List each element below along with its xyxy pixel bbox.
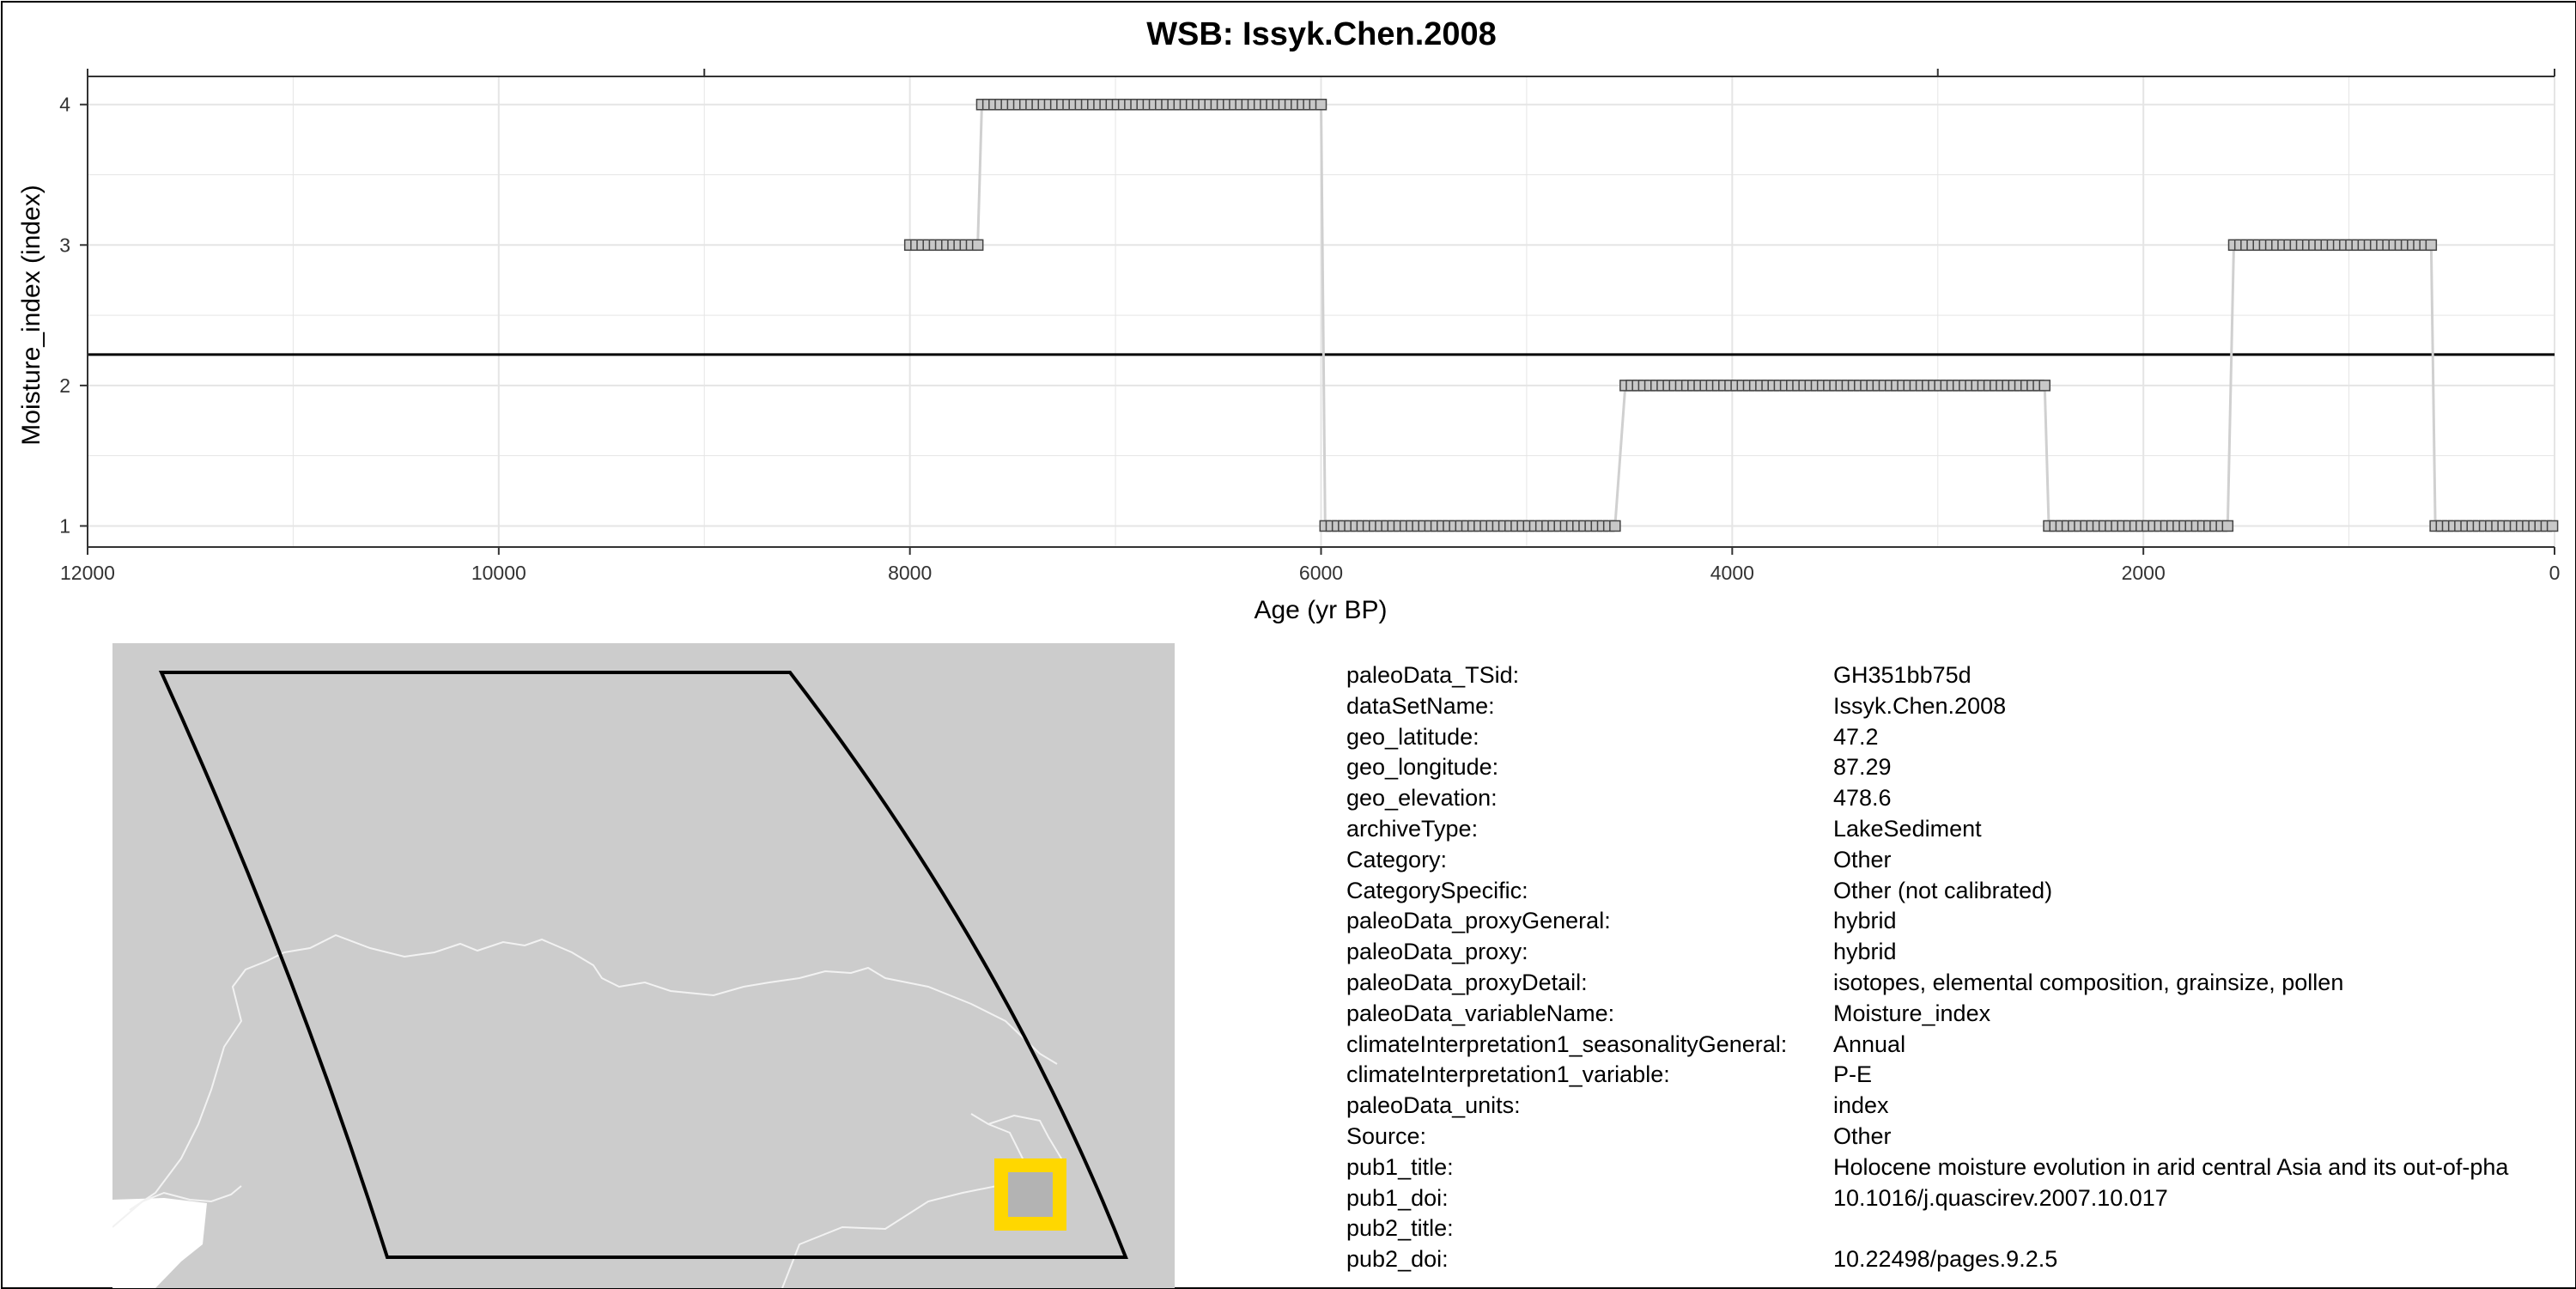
data-point: [2221, 520, 2234, 532]
metadata-value: Issyk.Chen.2008: [1833, 692, 2007, 719]
x-tick-label: 12000: [60, 562, 115, 584]
metadata-value: P-E: [1833, 1061, 1873, 1088]
metadata-value: GH351bb75d: [1833, 662, 1971, 688]
grid: [87, 76, 2555, 547]
x-tick-label: 8000: [888, 562, 932, 584]
metadata-key: paleoData_variableName:: [1346, 1000, 1615, 1026]
metadata-value: 478.6: [1833, 785, 1892, 812]
data-point: [1609, 520, 1621, 532]
metadata-key: Source:: [1346, 1123, 1427, 1149]
metadata-key: dataSetName:: [1346, 692, 1495, 719]
metadata-value: Holocene moisture evolution in arid cent…: [1833, 1153, 2509, 1180]
metadata-value: 47.2: [1833, 723, 1879, 750]
metadata-key: paleoData_proxy:: [1346, 939, 1528, 965]
y-axis-title: Moisture_index (index): [17, 185, 46, 445]
metadata-key: pub2_title:: [1346, 1215, 1454, 1242]
x-tick-label: 2000: [2122, 562, 2166, 584]
tick-labels: 12000 10000 8000 6000 4000 2000 0 1 2 3 4: [59, 94, 2560, 584]
metadata-key: geo_longitude:: [1346, 754, 1499, 781]
y-tick-label: 2: [59, 374, 70, 397]
metadata-value: isotopes, elemental composition, grainsi…: [1833, 970, 2344, 995]
x-tick-label: 10000: [471, 562, 526, 584]
y-tick-label: 4: [59, 94, 70, 116]
metadata-value: Annual: [1833, 1031, 1906, 1057]
region-outline: [158, 671, 1128, 1259]
sea-area: [112, 1198, 207, 1288]
data-point: [1315, 98, 1327, 111]
metadata-value: index: [1833, 1092, 1889, 1119]
y-tick-label: 3: [59, 234, 70, 256]
metadata-value: 10.22498/pages.9.2.5: [1833, 1246, 2058, 1273]
metadata-value: Other: [1833, 846, 1892, 873]
metadata-key: pub1_doi:: [1346, 1184, 1449, 1211]
x-tick-label: 4000: [1710, 562, 1754, 584]
metadata-value: Other (not calibrated): [1833, 877, 2053, 903]
metadata-key: CategorySpecific:: [1346, 877, 1528, 903]
country-border: [781, 1183, 1006, 1288]
metadata-value: LakeSediment: [1833, 816, 1982, 842]
data-point: [2546, 520, 2559, 532]
data-point: [2038, 380, 2050, 392]
metadata-key: climateInterpretation1_variable:: [1346, 1061, 1670, 1088]
metadata-key: geo_latitude:: [1346, 723, 1479, 750]
metadata-value: 10.1016/j.quascirev.2007.10.017: [1833, 1184, 2168, 1211]
metadata-table: paleoData_TSid: GH351bb75d dataSetName: Iss…: [1346, 660, 2576, 1286]
metadata-key: paleoData_TSid:: [1346, 662, 1520, 688]
site-map: [112, 643, 1175, 1288]
series-layer: [903, 98, 2559, 532]
metadata-key: pub2_doi:: [1346, 1246, 1449, 1273]
metadata-value: 87.29: [1833, 754, 1892, 781]
metadata-key: geo_elevation:: [1346, 785, 1498, 812]
x-tick-label: 6000: [1299, 562, 1343, 584]
metadata-key: archiveType:: [1346, 816, 1479, 842]
metadata-key: paleoData_proxyGeneral:: [1346, 908, 1611, 934]
x-tick-label: 0: [2549, 562, 2561, 584]
metadata-key: pub1_title:: [1346, 1153, 1454, 1180]
x-axis-title: Age (yr BP): [1254, 596, 1387, 624]
metadata-value: Moisture_index: [1833, 1000, 1991, 1026]
metadata-key: paleoData_proxyDetail:: [1346, 970, 1588, 995]
metadata-value: Other: [1833, 1123, 1892, 1149]
data-point: [971, 239, 984, 252]
metadata-value: hybrid: [1833, 939, 1897, 965]
data-point: [2425, 239, 2438, 252]
map-svg: [112, 643, 1175, 1288]
chart-title: WSB: Issyk.Chen.2008: [1146, 16, 1497, 52]
metadata-key: paleoData_units:: [1346, 1092, 1521, 1119]
axes: [80, 69, 2555, 555]
country-border: [129, 933, 1058, 1211]
metadata-key: Category:: [1346, 846, 1448, 873]
y-tick-label: 1: [59, 514, 70, 537]
metadata-value: hybrid: [1833, 908, 1897, 934]
site-marker: [994, 1158, 1066, 1231]
metadata-key: climateInterpretation1_seasonalityGenera…: [1346, 1031, 1788, 1057]
time-series-chart: WSB: Issyk.Chen.2008 12000 10000 8000 6000 4…: [17, 16, 2560, 624]
